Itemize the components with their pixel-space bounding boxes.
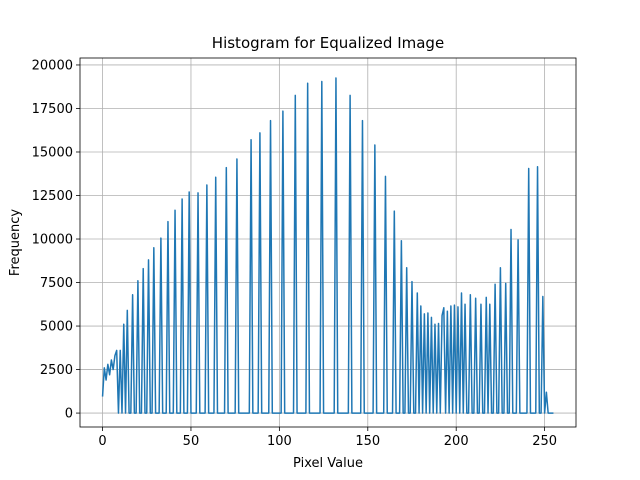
y-tick-label: 0 — [65, 407, 73, 422]
y-tick-label: 20000 — [32, 58, 73, 73]
y-tick-label: 10000 — [32, 233, 73, 248]
x-tick-label: 250 — [532, 434, 557, 449]
x-tick-label: 50 — [183, 434, 200, 449]
y-axis-label: Frequency — [8, 209, 23, 276]
x-tick-label: 100 — [267, 434, 292, 449]
y-tick-label: 15000 — [32, 145, 73, 160]
y-tick-label: 5000 — [40, 320, 73, 335]
series-layer — [101, 77, 554, 414]
x-tick-label: 150 — [355, 434, 380, 449]
histogram-line — [101, 77, 554, 414]
chart-title: Histogram for Equalized Image — [212, 34, 444, 52]
y-tick-label: 12500 — [32, 189, 73, 204]
x-tick-label: 0 — [98, 434, 106, 449]
y-tick-label: 2500 — [40, 363, 73, 378]
tick-layer: 0 50 100 150 200 2500250050007500100001250015… — [32, 58, 557, 449]
y-tick-label: 17500 — [32, 102, 73, 117]
x-tick-label: 200 — [444, 434, 469, 449]
x-axis-label: Pixel Value — [293, 456, 363, 471]
plot-frame — [79, 57, 577, 428]
y-tick-label: 7500 — [40, 276, 73, 291]
